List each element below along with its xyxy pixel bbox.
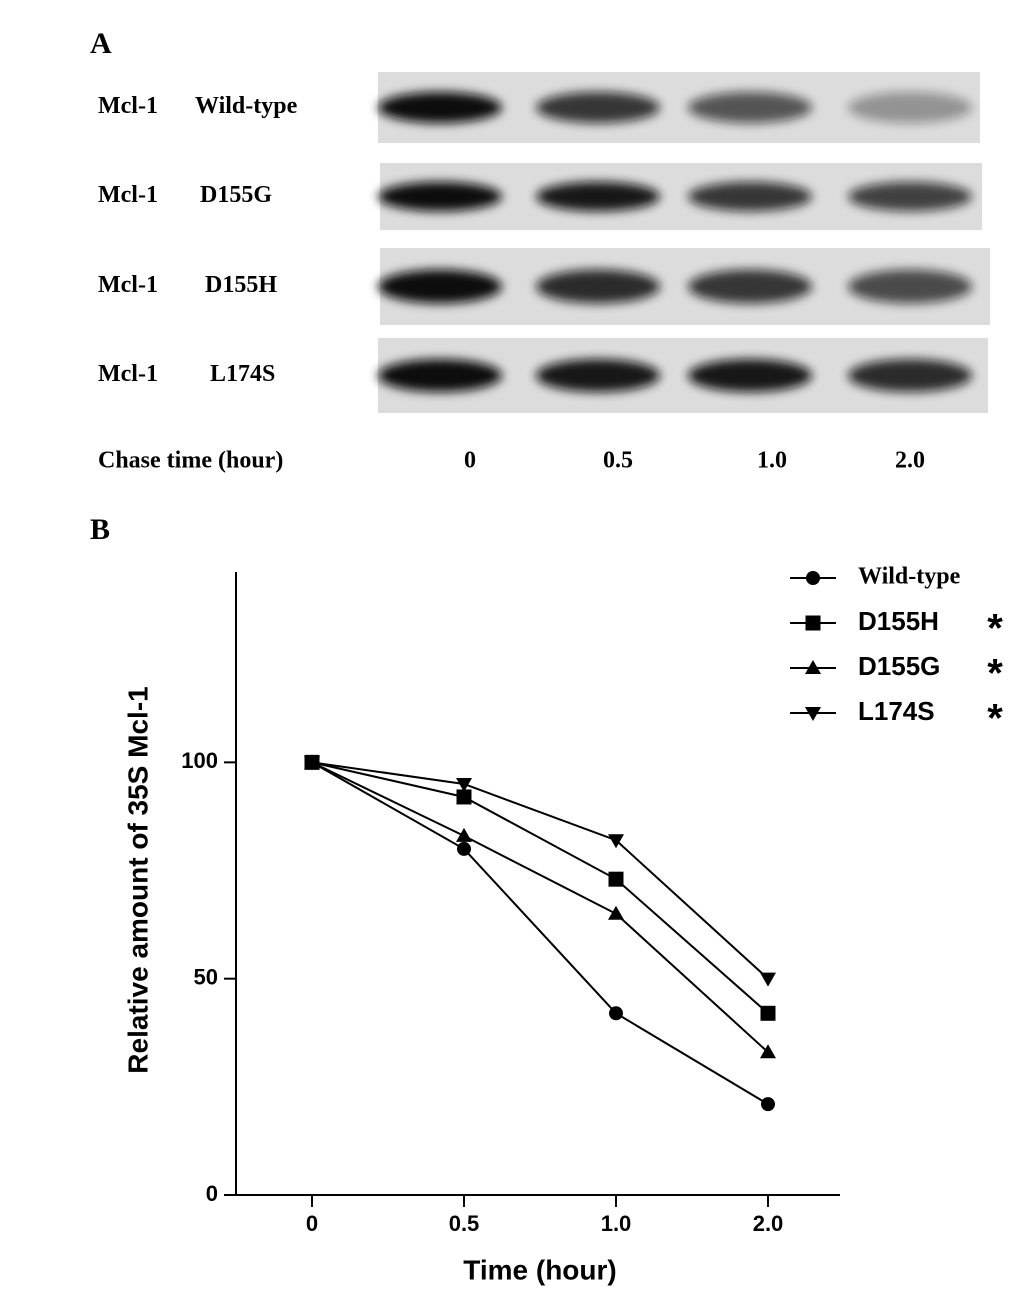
panel-label: A <box>90 27 112 60</box>
x-tick-label: 1.0 <box>601 1211 632 1236</box>
data-point <box>761 1097 775 1112</box>
data-point <box>608 905 624 920</box>
legend-label: L174S <box>858 696 935 726</box>
chase-time: 1.0 <box>757 448 787 474</box>
row-protein: Mcl-1 <box>98 93 158 119</box>
y-tick-label: 0 <box>206 1181 218 1206</box>
x-tick-label: 2.0 <box>753 1211 784 1236</box>
legend-label: Wild-type <box>858 564 961 590</box>
data-point <box>456 777 472 792</box>
series-line <box>311 761 769 1015</box>
legend-label: D155G <box>858 651 940 681</box>
significance-mark: * <box>987 697 1003 741</box>
blot-band <box>378 269 502 304</box>
chase-time: 2.0 <box>895 448 925 474</box>
blot-band <box>378 91 502 124</box>
row-variant: Wild-type <box>195 93 298 119</box>
blot-band <box>848 181 972 212</box>
significance-mark: * <box>987 607 1003 651</box>
blot-band <box>536 269 660 304</box>
blot-band <box>688 91 812 124</box>
x-tick-label: 0 <box>306 1211 318 1236</box>
chase-label: Chase time (hour) <box>98 448 283 474</box>
series-line <box>311 761 769 1053</box>
data-point <box>456 827 472 842</box>
data-point <box>608 834 624 849</box>
y-tick-label: 50 <box>194 964 218 989</box>
significance-mark: * <box>987 652 1003 696</box>
row-variant: D155G <box>200 182 272 208</box>
chase-time: 0.5 <box>603 448 633 474</box>
row-protein: Mcl-1 <box>98 182 158 208</box>
blot-band <box>688 181 812 212</box>
series-line <box>311 761 769 980</box>
blot-band <box>536 91 660 124</box>
panel-label: B <box>90 513 110 546</box>
chase-time: 0 <box>464 448 476 474</box>
row-protein: Mcl-1 <box>98 361 158 387</box>
blot-band <box>848 91 972 124</box>
row-variant: D155H <box>205 272 277 298</box>
data-point <box>760 1044 776 1059</box>
data-point <box>760 972 776 987</box>
x-axis-label: Time (hour) <box>463 1254 616 1285</box>
data-point <box>608 871 624 887</box>
blot-band <box>688 269 812 304</box>
row-variant: L174S <box>210 361 275 387</box>
blot-band <box>536 359 660 392</box>
series-line <box>311 761 769 1106</box>
data-point <box>609 1006 623 1021</box>
data-point <box>457 841 471 856</box>
legend-marker <box>805 660 821 674</box>
blot-band <box>688 359 812 392</box>
legend-marker <box>805 615 821 631</box>
data-point <box>760 1005 776 1021</box>
blot-band <box>378 181 502 212</box>
y-tick-label: 100 <box>181 748 218 773</box>
legend-label: D155H <box>858 606 939 636</box>
legend-marker <box>805 707 821 721</box>
data-point <box>304 756 320 771</box>
blot-band <box>848 359 972 392</box>
legend-marker <box>806 571 820 585</box>
blot-band <box>536 181 660 212</box>
blot-band <box>848 269 972 304</box>
row-protein: Mcl-1 <box>98 272 158 298</box>
blot-band <box>378 359 502 392</box>
x-tick-label: 0.5 <box>449 1211 480 1236</box>
data-point <box>456 789 472 805</box>
y-axis-label: Relative amount of 35S Mcl-1 <box>122 686 153 1073</box>
